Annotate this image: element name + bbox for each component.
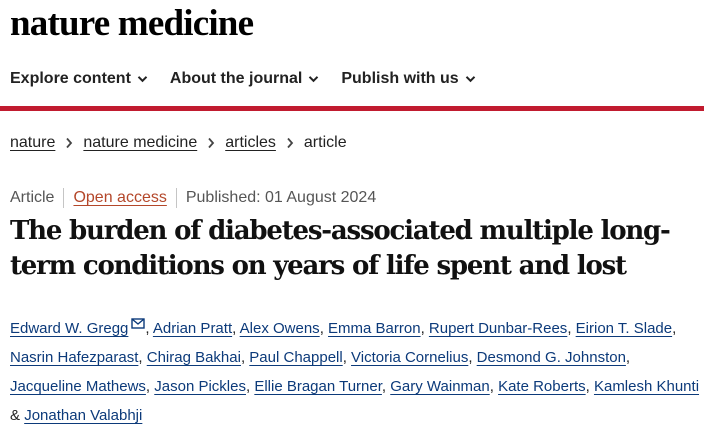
- author-link[interactable]: Victoria Cornelius: [351, 349, 469, 366]
- chevron-right-icon: [65, 137, 73, 149]
- author-link[interactable]: Ellie Bragan Turner: [254, 378, 382, 395]
- chevron-right-icon: [207, 137, 215, 149]
- author-separator: &: [10, 407, 21, 424]
- meta-divider: [175, 188, 177, 208]
- author-link[interactable]: Rupert Dunbar-Rees: [428, 320, 568, 337]
- article-meta: Article Open access Published: 01 August…: [10, 187, 376, 209]
- nav-item-label: About the journal: [169, 70, 303, 87]
- author-link[interactable]: Eirion T. Slade: [575, 320, 673, 337]
- chevron-right-icon: [286, 137, 294, 149]
- author-link[interactable]: Nasrin Hafezparast: [10, 349, 139, 366]
- published-date: Published: 01 August 2024: [185, 189, 377, 206]
- breadcrumb-articles[interactable]: articles: [225, 134, 276, 151]
- nav-item-label: Publish with us: [341, 70, 459, 87]
- header-accent-bar: [0, 106, 704, 111]
- nav-about-the-journal[interactable]: About the journal: [170, 70, 319, 88]
- nav-item-label: Explore content: [10, 70, 131, 87]
- author-link[interactable]: Kamlesh Khunti: [593, 378, 700, 395]
- nav-explore-content[interactable]: Explore content: [10, 70, 148, 88]
- journal-logo[interactable]: nature medicine: [10, 3, 254, 44]
- author-link[interactable]: Emma Barron: [328, 320, 421, 337]
- chevron-down-icon: [308, 75, 319, 83]
- author-link[interactable]: Desmond G. Johnston: [476, 349, 626, 366]
- author-link[interactable]: Kate Roberts: [498, 378, 586, 395]
- nav-publish-with-us[interactable]: Publish with us: [341, 70, 475, 88]
- breadcrumb-nature[interactable]: nature: [10, 134, 56, 151]
- breadcrumb-current: article: [303, 134, 347, 151]
- author-link[interactable]: Alex Owens: [239, 320, 320, 337]
- author-link[interactable]: Jacqueline Mathews: [10, 378, 146, 395]
- author-link[interactable]: Gary Wainman: [390, 378, 490, 395]
- author-link[interactable]: Jonathan Valabhji: [24, 407, 143, 424]
- chevron-down-icon: [465, 75, 476, 83]
- breadcrumb-nature-medicine[interactable]: nature medicine: [83, 134, 198, 151]
- article-type: Article: [10, 189, 55, 206]
- chevron-down-icon: [137, 75, 148, 83]
- meta-divider: [63, 188, 65, 208]
- author-link[interactable]: Adrian Pratt: [152, 320, 233, 337]
- breadcrumb: nature nature medicine articles article: [10, 132, 347, 154]
- mail-icon[interactable]: [131, 310, 146, 339]
- author-link[interactable]: Paul Chappell: [249, 349, 343, 366]
- author-link[interactable]: Chirag Bakhai: [146, 349, 241, 366]
- author-link[interactable]: Jason Pickles: [154, 378, 246, 395]
- open-access-link[interactable]: Open access: [73, 189, 167, 206]
- author-link[interactable]: Edward W. Gregg: [10, 320, 129, 337]
- main-nav: Explore content About the journal Publis…: [10, 64, 498, 94]
- author-list: Edward W. Gregg, Adrian Pratt, Alex Owen…: [10, 310, 700, 430]
- article-title: The burden of diabetes-associated multip…: [10, 216, 671, 281]
